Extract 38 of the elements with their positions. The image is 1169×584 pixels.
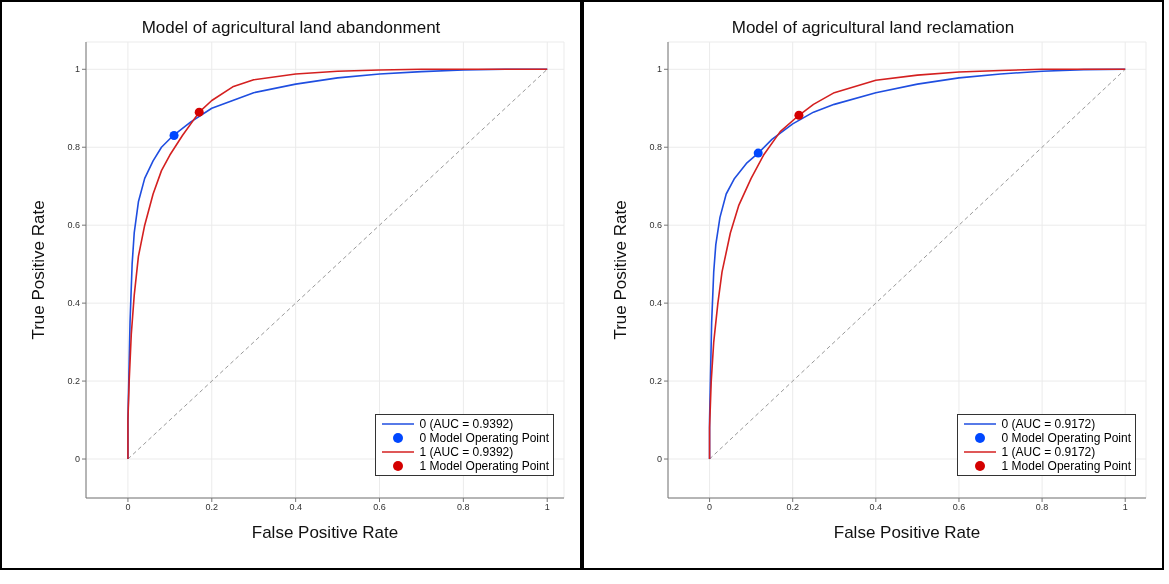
y-tick-label: 1: [656, 64, 662, 75]
x-tick-label: 0.4: [869, 502, 883, 513]
x-axis-title: False Positive Rate: [833, 523, 981, 542]
y-tick-label: 0.4: [67, 298, 80, 309]
x-tick-label: 0.6: [373, 502, 386, 513]
y-tick-label: 0.4: [649, 298, 662, 309]
x-tick-label: 0: [125, 502, 131, 513]
legend-label: 1 (AUC = 0.9392): [419, 445, 514, 459]
y-tick-label: 1: [74, 64, 80, 75]
legend-label: 1 (AUC = 0.9172): [1001, 445, 1096, 459]
x-tick-label: 1: [1122, 502, 1128, 513]
x-tick-label: 0.6: [952, 502, 966, 513]
y-tick-label: 0: [656, 454, 662, 465]
y-tick-label: 0.2: [67, 376, 80, 387]
y-tick-label: 0.6: [67, 220, 80, 231]
x-tick-label: 1: [544, 502, 550, 513]
x-axis-title: False Positive Rate: [251, 523, 399, 542]
y-tick-label: 0.8: [649, 142, 662, 153]
legend-label: 0 Model Operating Point: [419, 431, 549, 445]
x-tick-label: 0.4: [289, 502, 302, 513]
chart-title: Model of agricultural land abandonment: [140, 18, 442, 38]
x-tick-label: 0.8: [457, 502, 470, 513]
y-tick-label: 0.2: [649, 376, 662, 387]
y-axis-title: True Positive Rate: [29, 200, 49, 340]
x-tick-label: 0.2: [786, 502, 799, 513]
chart-title: Model of agricultural land reclamation: [730, 18, 1016, 38]
legend-label: 1 Model Operating Point: [1001, 459, 1131, 473]
y-tick-label: 0.6: [649, 220, 662, 231]
x-tick-label: 0.2: [205, 502, 219, 513]
y-tick-label: 0.8: [67, 142, 80, 153]
legend-label: 0 (AUC = 0.9392): [419, 417, 514, 431]
legend-label: 0 Model Operating Point: [1001, 431, 1131, 445]
x-tick-label: 0: [707, 502, 713, 513]
x-tick-label: 0.8: [1035, 502, 1049, 513]
legend-label: 1 Model Operating Point: [419, 459, 549, 473]
y-axis-title: True Positive Rate: [611, 200, 631, 340]
legend-label: 0 (AUC = 0.9172): [1001, 417, 1096, 431]
y-tick-label: 0: [74, 454, 80, 465]
